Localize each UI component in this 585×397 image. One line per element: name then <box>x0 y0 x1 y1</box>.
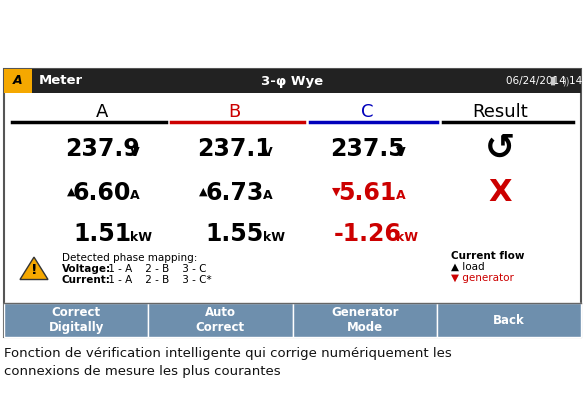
Text: 237.1: 237.1 <box>198 137 272 161</box>
Text: Fonction de vérification intelligente qui corrige numériquement les
connexions d: Fonction de vérification intelligente qu… <box>4 347 452 378</box>
Bar <box>4 303 148 337</box>
Text: Current flow: Current flow <box>451 251 525 261</box>
Text: kW: kW <box>263 231 285 244</box>
Text: 5.61: 5.61 <box>338 181 397 205</box>
Text: Result: Result <box>472 103 528 121</box>
Text: 1.51: 1.51 <box>73 222 131 247</box>
Bar <box>437 303 581 337</box>
Text: V: V <box>130 146 140 158</box>
Text: -1.26: -1.26 <box>333 222 401 247</box>
Text: ▮: ▮ <box>550 76 556 86</box>
Text: V: V <box>395 146 405 158</box>
Text: ▲: ▲ <box>67 187 75 197</box>
Text: A: A <box>395 189 405 202</box>
Text: C: C <box>362 103 374 121</box>
Text: ▼ generator: ▼ generator <box>451 273 514 283</box>
Text: !: ! <box>31 263 37 277</box>
Text: 1 - A    2 - B    3 - C*: 1 - A 2 - B 3 - C* <box>105 275 212 285</box>
Text: ↺: ↺ <box>485 132 515 166</box>
Text: X: X <box>488 178 512 207</box>
Text: 06/24/2014 14:25: 06/24/2014 14:25 <box>506 76 585 86</box>
Text: A: A <box>13 75 23 87</box>
Text: 3-φ Wye: 3-φ Wye <box>261 75 324 87</box>
Text: Back: Back <box>493 314 525 326</box>
Bar <box>292 303 437 337</box>
Text: Auto
Correct: Auto Correct <box>196 306 245 334</box>
Text: Detected phase mapping:: Detected phase mapping: <box>62 253 197 263</box>
Text: ▲ load: ▲ load <box>451 262 484 272</box>
Bar <box>4 69 32 93</box>
Text: kW: kW <box>130 231 152 244</box>
Text: 6.73: 6.73 <box>205 181 264 205</box>
Text: 237.9: 237.9 <box>65 137 139 161</box>
Text: A: A <box>96 103 108 121</box>
Text: Current:: Current: <box>62 275 111 285</box>
Bar <box>4 69 581 93</box>
Text: ▼: ▼ <box>332 187 340 197</box>
Bar <box>4 69 581 337</box>
Polygon shape <box>20 257 48 279</box>
Text: A: A <box>130 189 140 202</box>
Text: ▲: ▲ <box>199 187 208 197</box>
Text: Voltage:: Voltage: <box>62 264 111 274</box>
Text: B: B <box>229 103 241 121</box>
Text: 1.55: 1.55 <box>206 222 264 247</box>
Text: 1 - A    2 - B    3 - C: 1 - A 2 - B 3 - C <box>105 264 207 274</box>
Text: V: V <box>263 146 273 158</box>
Text: Generator
Mode: Generator Mode <box>331 306 398 334</box>
Text: Correct
Digitally: Correct Digitally <box>49 306 104 334</box>
Text: 237.5: 237.5 <box>330 137 405 161</box>
Bar <box>148 303 292 337</box>
Text: Meter: Meter <box>39 75 83 87</box>
Text: 6.60: 6.60 <box>73 181 131 205</box>
Text: kW: kW <box>395 231 418 244</box>
Text: A: A <box>263 189 273 202</box>
Text: )): )) <box>562 76 570 86</box>
